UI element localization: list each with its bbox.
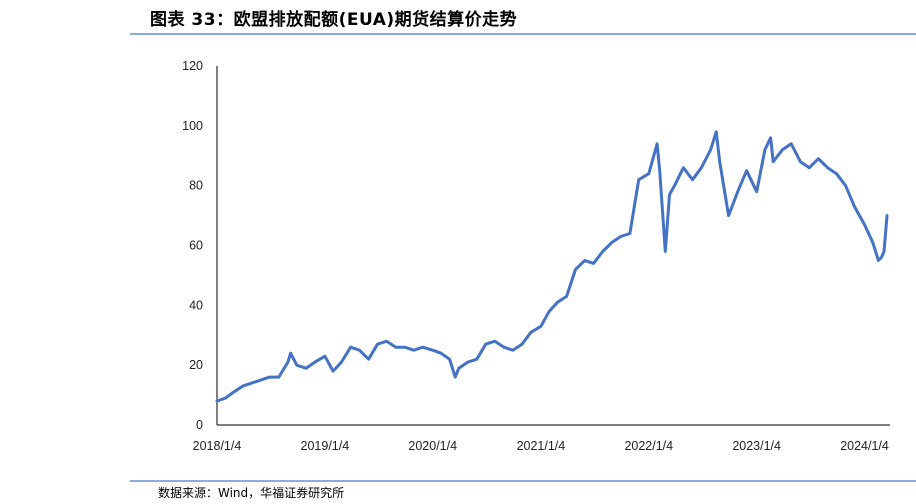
y-tick-label: 60 <box>189 239 203 253</box>
x-tick-label: 2020/1/4 <box>408 439 457 453</box>
y-tick-label: 80 <box>189 179 203 193</box>
y-tick-label: 40 <box>189 298 203 312</box>
x-tick-label: 2021/1/4 <box>517 439 566 453</box>
x-tick-label: 2022/1/4 <box>624 439 673 453</box>
y-tick-label: 100 <box>182 119 203 133</box>
x-tick-label: 2024/1/4 <box>840 439 889 453</box>
x-tick-label: 2023/1/4 <box>732 439 781 453</box>
y-tick-label: 0 <box>196 418 203 432</box>
source-note: 数据来源：Wind，华福证券研究所 <box>158 486 345 500</box>
y-tick-labels: 0 20 40 60 80 100 120 <box>182 59 203 432</box>
top-divider <box>130 33 916 35</box>
bottom-divider <box>130 480 916 482</box>
x-tick-labels: 2018/1/4 2019/1/4 2020/1/4 2021/1/4 2022/1/4… <box>193 439 889 453</box>
y-tick-label: 20 <box>189 358 203 372</box>
y-tick-label: 120 <box>182 59 203 73</box>
x-tick-label: 2019/1/4 <box>301 439 350 453</box>
x-tick-label: 2018/1/4 <box>193 439 242 453</box>
eua-price-line <box>215 130 889 403</box>
figure-title: 图表 33：欧盟排放配额(EUA)期货结算价走势 <box>150 10 518 30</box>
